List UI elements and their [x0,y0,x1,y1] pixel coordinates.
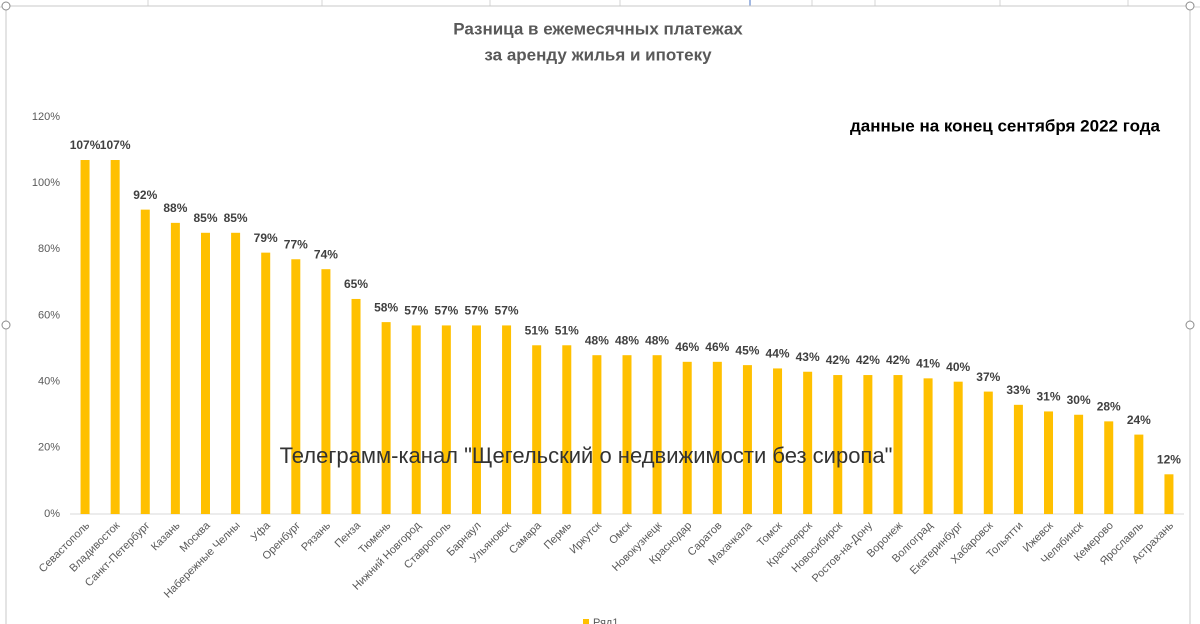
bar [682,361,692,514]
bar [321,269,331,514]
bar [291,259,301,514]
data-label: 48% [585,333,609,347]
bar [351,298,361,514]
data-label: 41% [916,357,940,371]
data-label: 24% [1127,413,1151,427]
data-label: 28% [1097,400,1121,414]
bar [742,365,752,514]
bar [170,222,180,514]
bar [1074,414,1084,514]
bar [502,325,512,514]
data-label: 79% [254,231,278,245]
bar [1164,474,1174,514]
y-tick-label: 80% [38,243,60,255]
handle[interactable] [1,320,11,330]
data-label: 88% [163,201,187,215]
data-label: 77% [284,237,308,251]
data-label: 107% [100,138,131,152]
chart-title: Разница в ежемесячных платежах [453,19,743,38]
legend-swatch [583,619,589,624]
data-label: 44% [766,347,790,361]
data-label: 12% [1157,452,1181,466]
handle[interactable] [1185,320,1195,330]
handle[interactable] [1185,1,1195,11]
data-label: 57% [495,304,519,318]
bar [562,345,572,514]
data-label: 65% [344,277,368,291]
bar [953,381,963,514]
data-label: 57% [434,304,458,318]
data-label: 42% [886,353,910,367]
bar [471,325,481,514]
y-tick-label: 120% [32,111,60,123]
bar [80,160,90,514]
data-label: 51% [525,323,549,337]
watermark: Телеграмм-канал "Щегельский о недвижимос… [280,443,893,468]
data-label: 46% [675,340,699,354]
bar [1134,434,1144,514]
bar [381,322,391,514]
y-tick-label: 0% [44,508,60,520]
data-label: 85% [224,211,248,225]
data-label: 40% [946,360,970,374]
bar [592,355,602,514]
bar [923,378,933,514]
data-label: 42% [826,353,850,367]
data-label: 57% [464,304,488,318]
data-label: 58% [374,300,398,314]
bar [983,391,993,514]
y-tick-label: 40% [38,376,60,388]
bar [110,160,120,514]
data-label: 92% [133,188,157,202]
data-label: 31% [1036,390,1060,404]
chart-title: за аренду жилья и ипотеку [484,45,712,64]
data-label: 43% [796,350,820,364]
annotation: данные на конец сентября 2022 года [850,116,1161,135]
y-tick-label: 60% [38,309,60,321]
data-label: 51% [555,323,579,337]
y-tick-label: 20% [38,442,60,454]
bar [712,361,722,514]
data-label: 33% [1006,383,1030,397]
data-label: 46% [705,340,729,354]
data-label: 48% [645,333,669,347]
bar [200,232,210,514]
bar [231,232,241,514]
bar [863,375,873,514]
bar [441,325,451,514]
data-label: 30% [1067,393,1091,407]
bar [622,355,632,514]
bar [1013,404,1023,514]
data-label: 57% [404,304,428,318]
bar [1104,421,1114,514]
data-label: 107% [70,138,101,152]
y-tick-label: 100% [32,177,60,189]
data-label: 45% [735,343,759,357]
bar [411,325,421,514]
data-label: 37% [976,370,1000,384]
data-label: 74% [314,247,338,261]
selection-handles [1,1,1195,330]
bar [803,371,813,514]
data-label: 48% [615,333,639,347]
bar [893,375,903,514]
bar [140,209,150,514]
bar [261,252,271,514]
handle[interactable] [1,1,11,11]
legend-label: Ряд1 [593,617,618,624]
bar [833,375,843,514]
data-label: 85% [193,211,217,225]
data-label: 42% [856,353,880,367]
bar [1044,411,1054,514]
bar [532,345,542,514]
bar [773,368,783,514]
bar [652,355,662,514]
